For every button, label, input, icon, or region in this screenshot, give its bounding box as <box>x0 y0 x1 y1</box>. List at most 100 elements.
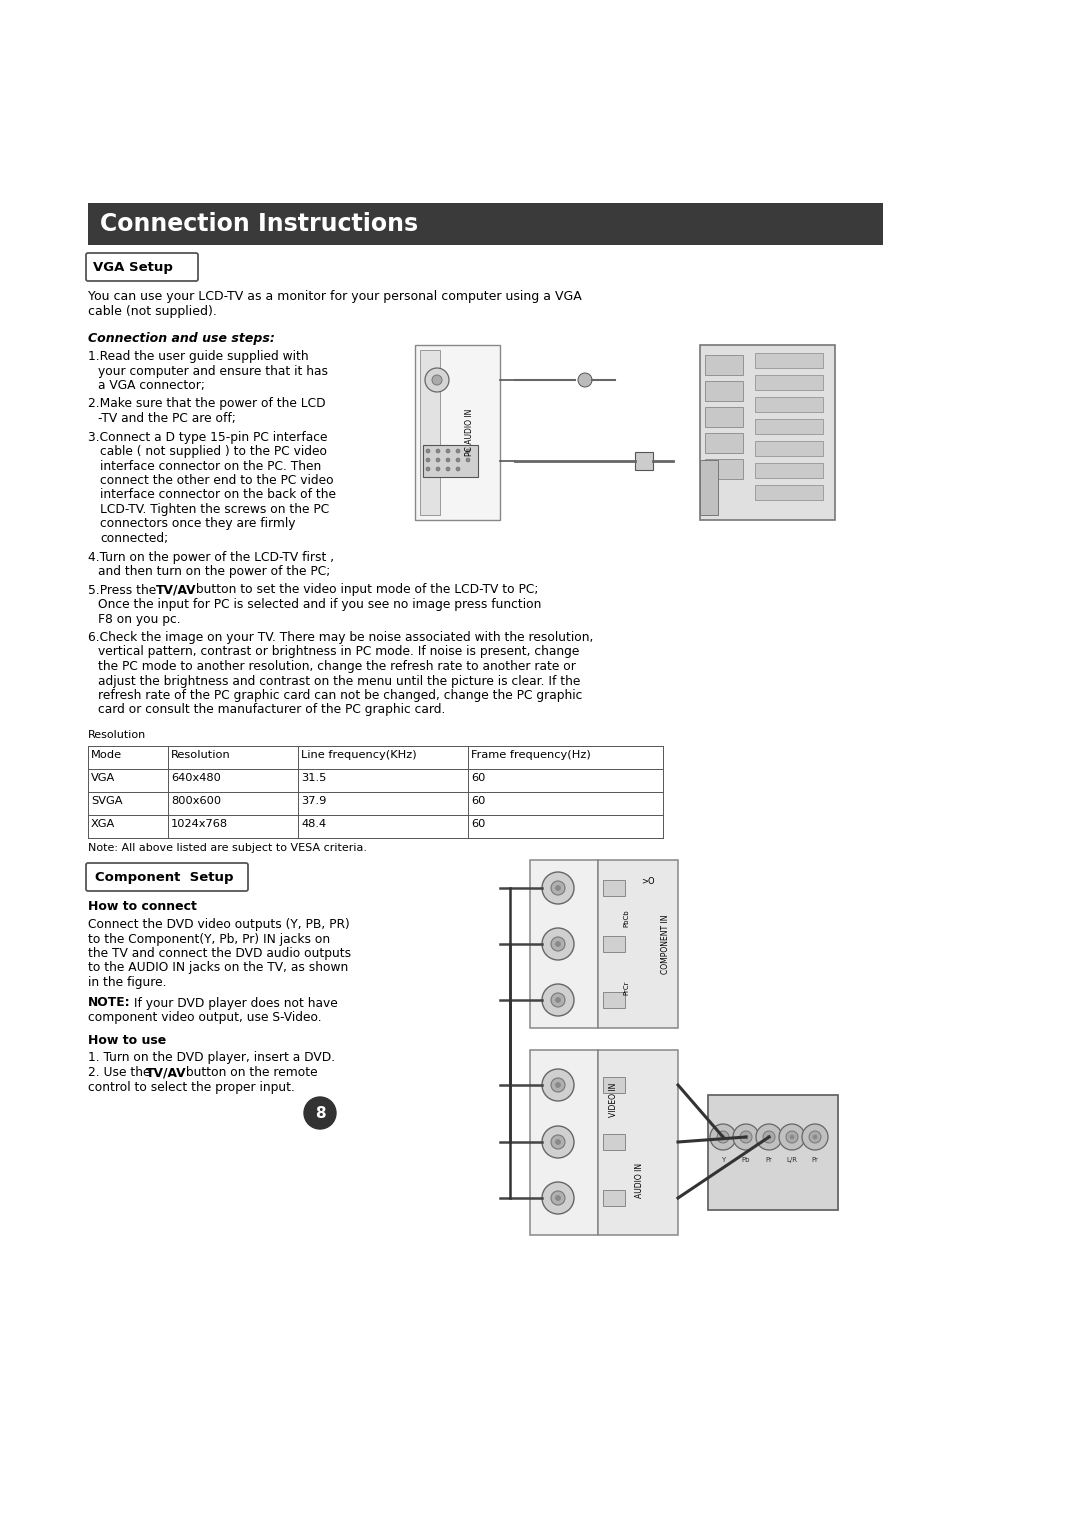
Text: 3.Connect a D type 15-pin PC interface: 3.Connect a D type 15-pin PC interface <box>87 431 327 443</box>
Circle shape <box>456 458 460 463</box>
Text: Y: Y <box>720 1157 725 1164</box>
Circle shape <box>789 1135 794 1139</box>
Text: 60: 60 <box>471 773 485 783</box>
Bar <box>755 376 823 389</box>
Circle shape <box>551 1135 565 1148</box>
Bar <box>598 860 678 1028</box>
Circle shape <box>542 928 573 960</box>
Circle shape <box>432 376 442 385</box>
Bar <box>603 1135 625 1150</box>
Text: NOTE:: NOTE: <box>87 997 131 1009</box>
Text: connected;: connected; <box>100 531 168 545</box>
Bar <box>755 463 823 478</box>
Circle shape <box>813 1135 816 1139</box>
Bar <box>603 1190 625 1206</box>
Text: Pb: Pb <box>742 1157 751 1164</box>
Circle shape <box>542 1182 573 1214</box>
Text: 31.5: 31.5 <box>301 773 326 783</box>
Text: VGA Setup: VGA Setup <box>93 261 173 275</box>
Text: to the Component(Y, Pb, Pr) IN jacks on: to the Component(Y, Pb, Pr) IN jacks on <box>87 933 330 945</box>
Bar <box>598 1051 678 1235</box>
Text: AUDIO IN: AUDIO IN <box>635 1162 645 1197</box>
Circle shape <box>551 881 565 895</box>
Circle shape <box>721 1135 725 1139</box>
Text: interface connector on the PC. Then: interface connector on the PC. Then <box>100 460 321 472</box>
Bar <box>755 486 823 499</box>
Bar <box>705 408 743 428</box>
Circle shape <box>551 1078 565 1092</box>
Text: Line frequency(KHz): Line frequency(KHz) <box>301 750 417 760</box>
Circle shape <box>740 1132 752 1144</box>
Bar <box>415 345 500 521</box>
Circle shape <box>555 942 561 947</box>
Text: >O: >O <box>642 878 654 887</box>
Bar <box>603 936 625 951</box>
Text: in the figure.: in the figure. <box>87 976 166 989</box>
Circle shape <box>465 449 470 454</box>
Circle shape <box>555 1083 561 1087</box>
Circle shape <box>542 983 573 1015</box>
Text: 60: 60 <box>471 796 485 806</box>
Text: Note: All above listed are subject to VESA criteria.: Note: All above listed are subject to VE… <box>87 843 367 854</box>
Circle shape <box>809 1132 821 1144</box>
Circle shape <box>426 368 449 392</box>
Bar <box>708 1095 838 1209</box>
Text: button to set the video input mode of the LCD-TV to PC;: button to set the video input mode of th… <box>192 583 538 597</box>
Circle shape <box>446 458 450 463</box>
Circle shape <box>456 467 460 470</box>
Text: connect the other end to the PC video: connect the other end to the PC video <box>100 473 334 487</box>
Text: Connection and use steps:: Connection and use steps: <box>87 331 275 345</box>
Circle shape <box>555 1139 561 1145</box>
Text: card or consult the manufacturer of the PC graphic card.: card or consult the manufacturer of the … <box>98 704 445 716</box>
Text: vertical pattern, contrast or brightness in PC mode. If noise is present, change: vertical pattern, contrast or brightness… <box>98 646 579 658</box>
Text: Mode: Mode <box>91 750 122 760</box>
Circle shape <box>542 872 573 904</box>
Text: LCD-TV. Tighten the screws on the PC: LCD-TV. Tighten the screws on the PC <box>100 502 329 516</box>
Text: 37.9: 37.9 <box>301 796 326 806</box>
Circle shape <box>542 1125 573 1157</box>
Circle shape <box>555 997 561 1003</box>
Bar <box>700 460 718 515</box>
Text: Resolution: Resolution <box>87 730 146 741</box>
Text: 2.Make sure that the power of the LCD: 2.Make sure that the power of the LCD <box>87 397 326 411</box>
Circle shape <box>802 1124 828 1150</box>
Circle shape <box>767 1135 771 1139</box>
Bar <box>603 993 625 1008</box>
Circle shape <box>756 1124 782 1150</box>
Text: If your DVD player does not have: If your DVD player does not have <box>130 997 338 1009</box>
Text: VIDEO IN: VIDEO IN <box>608 1083 618 1118</box>
Text: 8: 8 <box>314 1106 325 1121</box>
Circle shape <box>733 1124 759 1150</box>
Text: You can use your LCD-TV as a monitor for your personal computer using a VGA
cabl: You can use your LCD-TV as a monitor for… <box>87 290 582 318</box>
Text: PrCr: PrCr <box>623 980 629 996</box>
Bar <box>423 444 478 476</box>
Text: 2. Use the: 2. Use the <box>87 1066 154 1080</box>
FancyBboxPatch shape <box>86 863 248 890</box>
Text: TV/AV: TV/AV <box>146 1066 187 1080</box>
Text: Resolution: Resolution <box>171 750 231 760</box>
Circle shape <box>436 458 440 463</box>
Bar <box>705 434 743 454</box>
Text: How to connect: How to connect <box>87 899 197 913</box>
Circle shape <box>551 1191 565 1205</box>
Circle shape <box>426 458 430 463</box>
Bar <box>420 350 440 515</box>
Bar <box>705 382 743 402</box>
Circle shape <box>436 467 440 470</box>
Circle shape <box>426 449 430 454</box>
Circle shape <box>446 467 450 470</box>
Text: -TV and the PC are off;: -TV and the PC are off; <box>98 412 235 425</box>
Bar <box>755 397 823 412</box>
Circle shape <box>542 1069 573 1101</box>
Circle shape <box>446 449 450 454</box>
Text: to the AUDIO IN jacks on the TV, as shown: to the AUDIO IN jacks on the TV, as show… <box>87 962 348 974</box>
Circle shape <box>717 1132 729 1144</box>
Text: VGA: VGA <box>91 773 116 783</box>
Text: 1. Turn on the DVD player, insert a DVD.: 1. Turn on the DVD player, insert a DVD. <box>87 1052 335 1064</box>
Text: Component  Setup: Component Setup <box>95 872 233 884</box>
Circle shape <box>551 938 565 951</box>
Bar <box>530 1051 598 1235</box>
Text: 800x600: 800x600 <box>171 796 221 806</box>
Text: 4.Turn on the power of the LCD-TV first ,: 4.Turn on the power of the LCD-TV first … <box>87 551 334 563</box>
Text: Connect the DVD video outputs (Y, PB, PR): Connect the DVD video outputs (Y, PB, PR… <box>87 918 350 931</box>
